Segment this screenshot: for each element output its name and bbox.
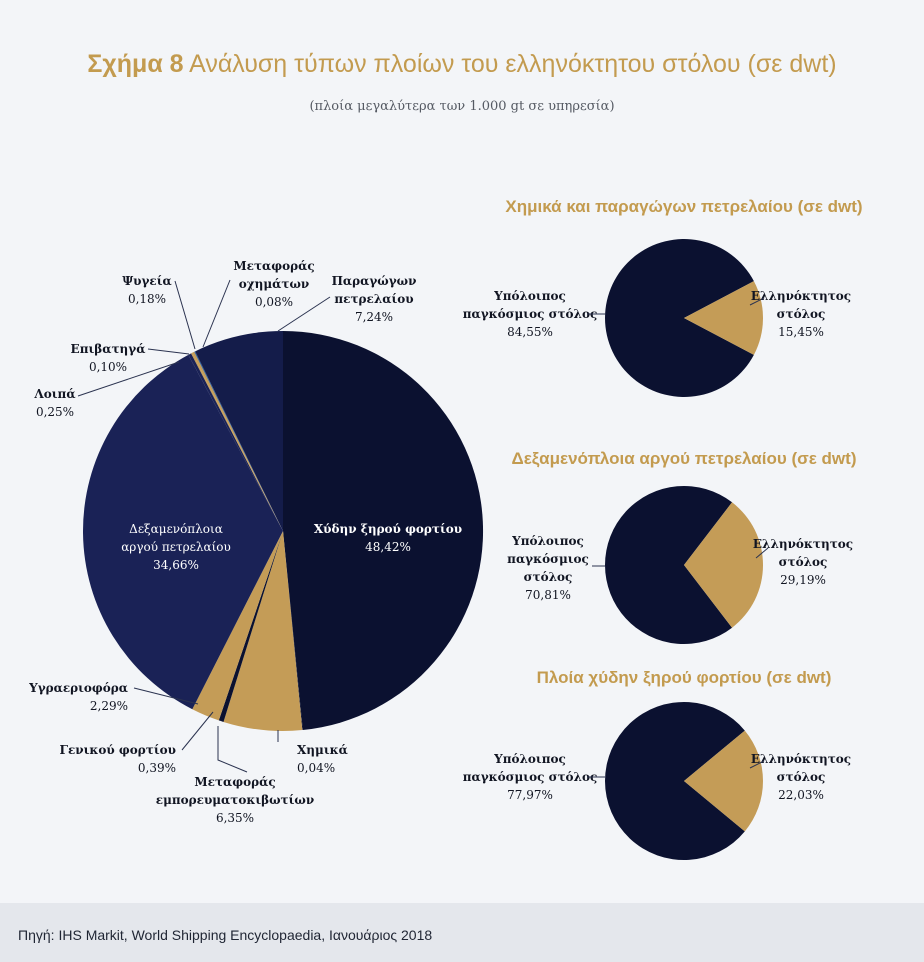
page-title: Σχήμα 8 Ανάλυση τύπων πλοίων του ελληνόκ… bbox=[0, 50, 924, 79]
data-label: Λοιπά 0,25% bbox=[33, 387, 75, 419]
pie-slice bbox=[604, 701, 745, 860]
data-label: Μεταφοράς οχημάτων 0,08% bbox=[233, 259, 314, 309]
source-note: Πηγή: IHS Markit, World Shipping Encyclo… bbox=[18, 927, 433, 943]
data-label: Δεξαμενόπλοια αργού πετρελαίου 34,66% bbox=[121, 522, 231, 572]
pie-chart-1 bbox=[605, 239, 764, 397]
pie-slice bbox=[192, 531, 283, 721]
leader-line bbox=[77, 361, 180, 397]
pie-slice bbox=[684, 502, 764, 628]
data-label: Υπόλοιπος παγκόσμιος στόλος 84,55% bbox=[463, 289, 598, 339]
page-subtitle: (πλοία μεγαλύτερα των 1.000 gt σε υπηρεσ… bbox=[309, 99, 615, 114]
pie-title: Πλοία χύδην ξηρού φορτίου (σε dwt) bbox=[537, 668, 832, 687]
data-label: Επιβατηγά 0,10% bbox=[71, 342, 146, 374]
pie-title: Χημικά και παραγώγων πετρελαίου (σε dwt) bbox=[505, 197, 862, 216]
data-label: Χύδην ξηρού φορτίου 48,42% bbox=[314, 522, 462, 554]
pie-slice bbox=[195, 331, 283, 531]
pie-slice bbox=[223, 531, 303, 731]
data-label: Ψυγεία 0,18% bbox=[122, 274, 172, 306]
pie-slice bbox=[83, 354, 283, 710]
pie-slice bbox=[605, 239, 754, 397]
leader-line bbox=[755, 547, 769, 559]
pie-title: Δεξαμενόπλοια αργού πετρελαίου (σε dwt) bbox=[512, 449, 857, 468]
leader-line bbox=[174, 280, 196, 350]
leader-line bbox=[217, 726, 248, 773]
leader-line bbox=[202, 279, 231, 348]
data-label: Υπόλοιπος παγκόσμιος στόλος 70,81% bbox=[507, 534, 589, 602]
data-label: Ελληνόκτητος στόλος 22,03% bbox=[751, 752, 851, 802]
leader-line bbox=[133, 687, 199, 705]
data-label: Μεταφοράς εμπορευματοκιβωτίων 6,35% bbox=[156, 775, 314, 825]
pie-slice bbox=[605, 486, 733, 644]
pie-chart-main bbox=[83, 330, 484, 731]
figure-number: Σχήμα 8 bbox=[87, 50, 184, 78]
data-label: Γενικού φορτίου 0,39% bbox=[59, 743, 176, 775]
pie-chart-2 bbox=[605, 486, 764, 644]
pie-slice bbox=[283, 330, 484, 731]
pie-slice bbox=[188, 353, 283, 531]
data-label: Χημικά 0,04% bbox=[297, 743, 348, 775]
source-footer: Πηγή: IHS Markit, World Shipping Encyclo… bbox=[0, 903, 924, 962]
pie-slice bbox=[684, 281, 764, 355]
leader-line bbox=[277, 296, 331, 332]
data-label: Ελληνόκτητος στόλος 15,45% bbox=[751, 289, 851, 339]
leader-line bbox=[181, 711, 214, 751]
leader-line bbox=[147, 348, 190, 355]
charts-area: Χύδην ξηρού φορτίου 48,42% Δεξαμενόπλοια αρ… bbox=[28, 197, 863, 860]
leader-line bbox=[749, 760, 765, 769]
pie-slice bbox=[194, 351, 283, 531]
data-label: Παραγώγων πετρελαίου 7,24% bbox=[332, 274, 417, 324]
pie-slice bbox=[218, 531, 283, 722]
pie-slice bbox=[191, 352, 283, 531]
pie-chart-3 bbox=[604, 701, 763, 860]
data-label: Υγραεριοφόρα 2,29% bbox=[28, 681, 128, 713]
pie-slice bbox=[192, 351, 283, 531]
pie-slice bbox=[684, 730, 763, 832]
leader-line bbox=[749, 297, 765, 306]
pie-slice bbox=[283, 531, 303, 731]
data-label: Ελληνόκτητος στόλος 29,19% bbox=[753, 537, 853, 587]
data-label: Υπόλοιπος παγκόσμιος στόλος 77,97% bbox=[463, 752, 598, 802]
figure-title: Ανάλυση τύπων πλοίων του ελληνόκτητου στ… bbox=[189, 50, 837, 78]
